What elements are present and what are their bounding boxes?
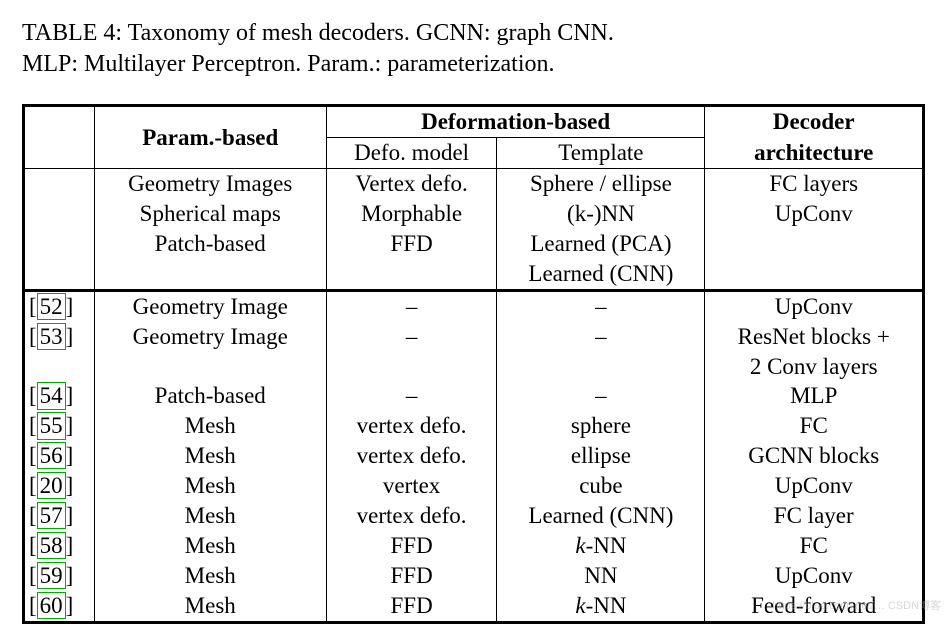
param-cell: Geometry Image	[94, 290, 326, 321]
arch-cell: UpConv	[705, 561, 924, 591]
ref-cell: [60]	[24, 591, 95, 622]
caption-line-2: MLP: Multilayer Perceptron. Param.: para…	[22, 51, 555, 77]
defo-cell: FFD	[326, 531, 497, 561]
param-cell: Mesh	[94, 591, 326, 622]
param-cell: Patch-based	[94, 381, 326, 411]
citation-link[interactable]: 55	[37, 412, 66, 439]
ref-cell: [53]	[24, 322, 95, 382]
template-cell: sphere	[497, 411, 705, 441]
header-defo-model: Defo. model	[326, 138, 497, 169]
template-cell: k-NN	[497, 591, 705, 622]
citation-link[interactable]: 59	[37, 562, 66, 589]
citation-link[interactable]: 58	[37, 532, 66, 559]
header-deformation-based: Deformation-based	[326, 106, 705, 138]
template-cell: Learned (CNN)	[497, 501, 705, 531]
defo-cell: –	[326, 290, 497, 321]
header-vals-param: Geometry Images Spherical maps Patch-bas…	[94, 169, 326, 291]
param-cell: Geometry Image	[94, 322, 326, 382]
template-cell: –	[497, 381, 705, 411]
hv-temp-0: Sphere / ellipse	[530, 171, 672, 196]
arch-cell: UpConv	[705, 471, 924, 501]
defo-cell: FFD	[326, 561, 497, 591]
defo-cell: –	[326, 322, 497, 382]
ref-cell: [59]	[24, 561, 95, 591]
defo-cell: –	[326, 381, 497, 411]
param-cell: Mesh	[94, 411, 326, 441]
header-vals-defo: Vertex defo. Morphable FFD	[326, 169, 497, 291]
template-cell: –	[497, 322, 705, 382]
header-blank	[24, 106, 95, 169]
defo-cell: vertex	[326, 471, 497, 501]
hv-arch-1: UpConv	[775, 201, 853, 226]
template-cell: NN	[497, 561, 705, 591]
header-vals-arch: FC layers UpConv	[705, 169, 924, 291]
citation-link[interactable]: 53	[37, 323, 66, 350]
taxonomy-table: Param.-based Deformation-based Decoder D…	[22, 104, 925, 623]
caption-line-1: TABLE 4: Taxonomy of mesh decoders. GCNN…	[22, 20, 614, 46]
defo-cell: vertex defo.	[326, 501, 497, 531]
hv-temp-2: Learned (PCA)	[530, 231, 671, 256]
hv-defo-1: Morphable	[361, 201, 462, 226]
hv-temp-3: Learned (CNN)	[528, 261, 673, 286]
param-cell: Mesh	[94, 561, 326, 591]
arch-cell: FC	[705, 531, 924, 561]
arch-cell: FC	[705, 411, 924, 441]
arch-cell: UpConv	[705, 290, 924, 321]
ref-cell: [58]	[24, 531, 95, 561]
ref-cell: [57]	[24, 501, 95, 531]
param-cell: Mesh	[94, 531, 326, 561]
param-cell: Mesh	[94, 471, 326, 501]
arch-cell: ResNet blocks +2 Conv layers	[705, 322, 924, 382]
hv-param-0: Geometry Images	[128, 171, 292, 196]
header-decoder-1: Decoder	[705, 106, 924, 138]
template-cell: –	[497, 290, 705, 321]
citation-link[interactable]: 52	[37, 293, 66, 320]
arch-cell: FC layer	[705, 501, 924, 531]
citation-link[interactable]: 20	[37, 472, 66, 499]
param-cell: Mesh	[94, 501, 326, 531]
citation-link[interactable]: 54	[37, 382, 66, 409]
header-template: Template	[497, 138, 705, 169]
header-vals-template: Sphere / ellipse (k-)NN Learned (PCA) Le…	[497, 169, 705, 291]
header-param-based: Param.-based	[94, 106, 326, 169]
defo-cell: FFD	[326, 591, 497, 622]
hv-param-2: Patch-based	[155, 231, 266, 256]
watermark: https://blog.csdn.net/… CSDN博客	[772, 599, 941, 613]
hv-param-1: Spherical maps	[140, 201, 281, 226]
ref-cell: [56]	[24, 441, 95, 471]
arch-cell: MLP	[705, 381, 924, 411]
ref-cell: [52]	[24, 290, 95, 321]
header-decoder-2: architecture	[705, 138, 924, 169]
ref-cell: [54]	[24, 381, 95, 411]
defo-cell: vertex defo.	[326, 441, 497, 471]
defo-cell: vertex defo.	[326, 411, 497, 441]
table-caption: TABLE 4: Taxonomy of mesh decoders. GCNN…	[22, 18, 925, 80]
ref-cell: [20]	[24, 471, 95, 501]
hv-defo-2: FFD	[390, 231, 432, 256]
template-cell: k-NN	[497, 531, 705, 561]
arch-cell: GCNN blocks	[705, 441, 924, 471]
template-cell: cube	[497, 471, 705, 501]
hv-arch-0: FC layers	[769, 171, 858, 196]
citation-link[interactable]: 57	[37, 502, 66, 529]
param-cell: Mesh	[94, 441, 326, 471]
header-vals-blank	[24, 169, 95, 291]
hv-temp-1: (k-)NN	[567, 201, 635, 226]
ref-cell: [55]	[24, 411, 95, 441]
template-cell: ellipse	[497, 441, 705, 471]
hv-defo-0: Vertex defo.	[355, 171, 467, 196]
citation-link[interactable]: 56	[37, 442, 66, 469]
